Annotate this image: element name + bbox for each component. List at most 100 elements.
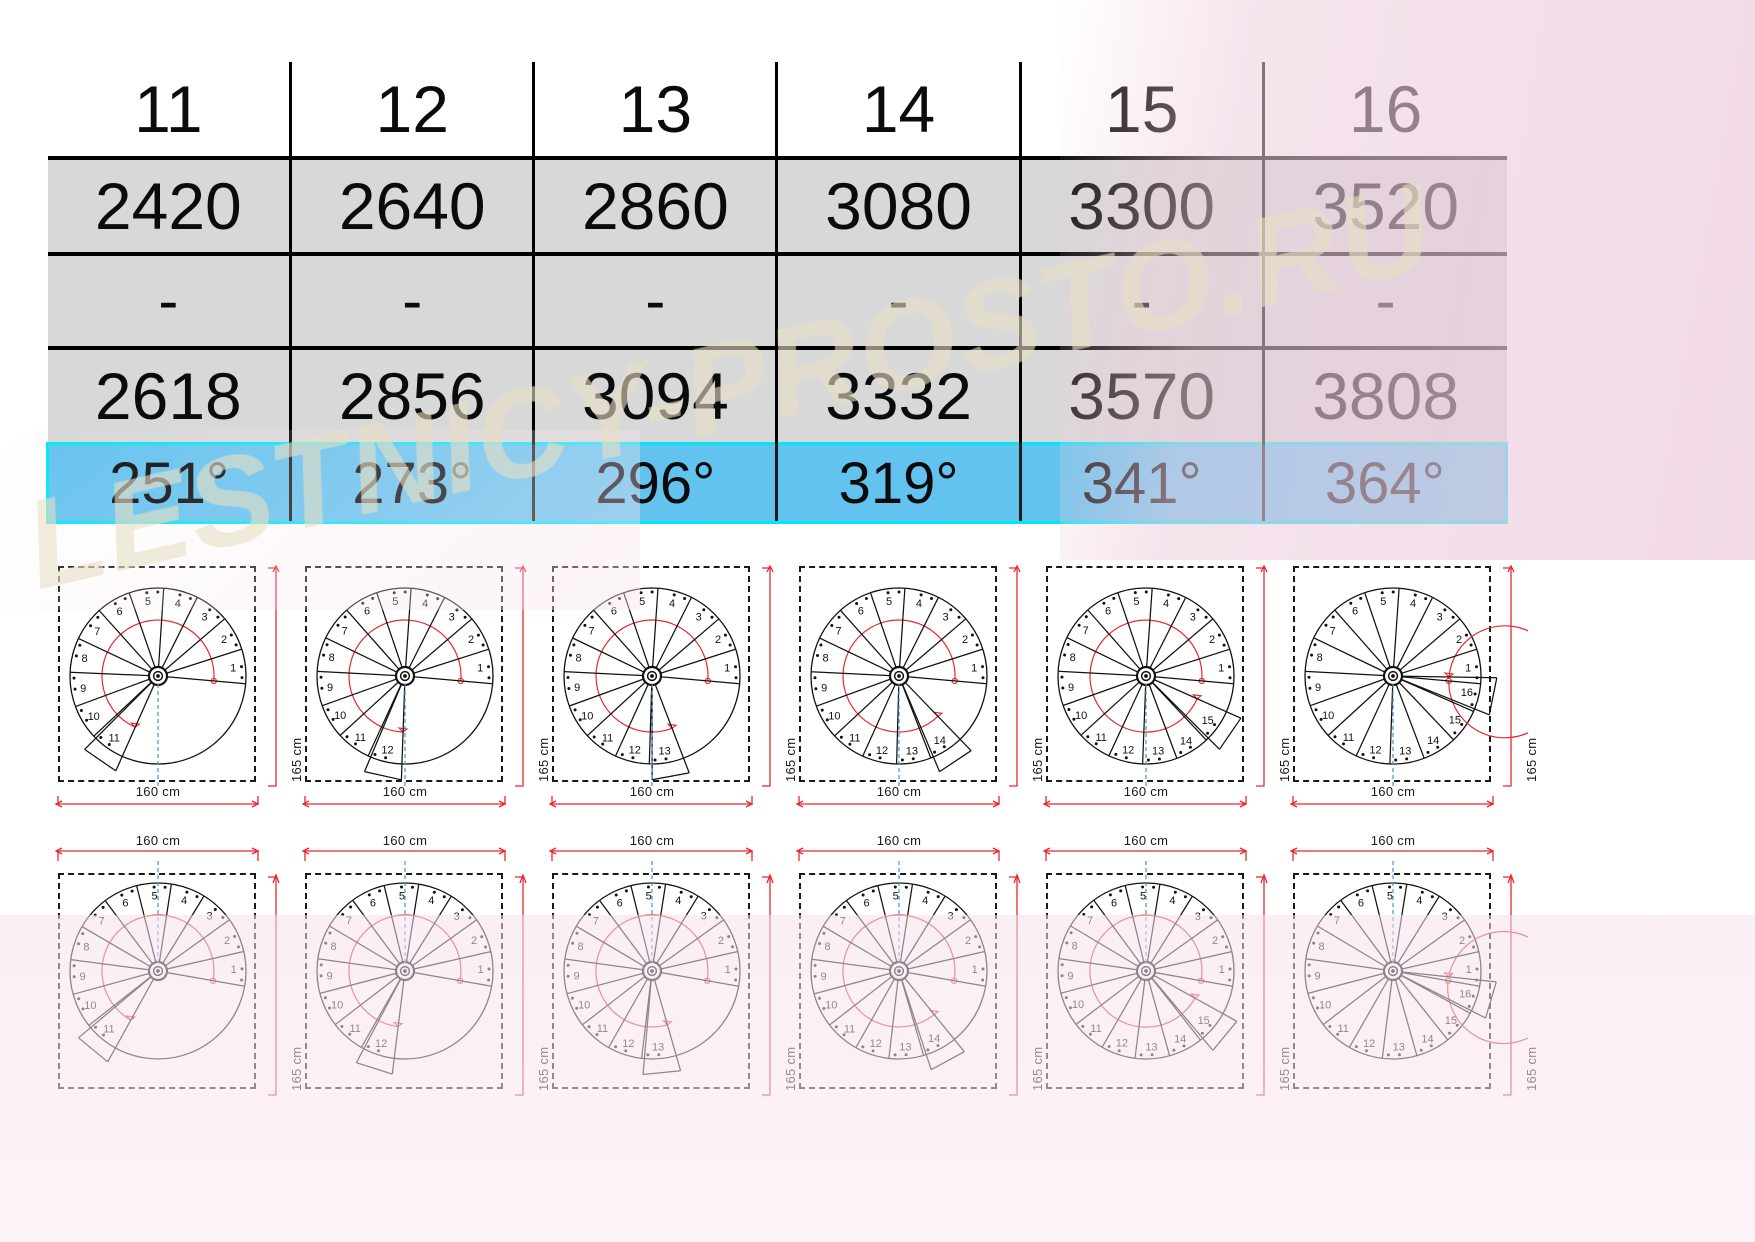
step-number-label: 7: [835, 626, 841, 638]
step-number-label: 5: [392, 596, 398, 608]
step-number-label: 1: [1219, 964, 1225, 976]
step-number-label: 9: [1068, 682, 1074, 694]
plan-14-steps-mirror[interactable]: 1 2 3 4 5 6 7 8 9 10 11 12 13 14 160 cm 165 cm: [787, 833, 1045, 1108]
step-number-label: 11: [103, 1024, 114, 1036]
step-number-label: 8: [1072, 941, 1078, 953]
cell-height-max-6: 3808: [1263, 346, 1507, 444]
step-number-label: 6: [364, 606, 370, 618]
step-number-label: 5: [893, 890, 899, 902]
plan-13-steps-mirror[interactable]: 1 2 3 4 5 6 7 8 9 10 11 12 13 160 cm 165 cm: [540, 833, 798, 1108]
step-number-label: 14: [1180, 735, 1192, 747]
step-number-label: 1: [1465, 663, 1471, 675]
step-number-label: 1: [1218, 663, 1224, 675]
step-number-label: 8: [83, 942, 89, 954]
cell-separator-2: -: [290, 252, 536, 348]
step-number-label: 4: [675, 895, 681, 907]
step-number-label: 2: [224, 935, 230, 947]
plan-11-steps-mirror[interactable]: 1 2 3 4 5 6 7 8 9 10 11 160 cm 165 cm: [46, 833, 304, 1108]
step-number-label: 4: [175, 598, 181, 610]
plan-15-steps[interactable]: 1 2 3 4 5 6 7 8 9 10 11 12 13 14 15 160 cm 165 cm: [1034, 556, 1292, 821]
step-number-label: 6: [1352, 606, 1358, 618]
step-number-label: 5: [1387, 890, 1393, 902]
step-number-label: 13: [1399, 746, 1411, 758]
step-number-label: 10: [88, 711, 100, 723]
step-number-label: 6: [617, 898, 623, 910]
width-dimension-label: 160 cm: [876, 833, 922, 848]
step-number-label: 1: [972, 964, 978, 976]
step-number-label: 1: [971, 663, 977, 675]
step-number-label: 11: [1337, 1023, 1348, 1035]
staircase-parameter-table: 11 12 13 14 15 16 2420 2640 2860 3080 33…: [45, 62, 1509, 524]
step-number-label: 7: [593, 915, 599, 927]
cell-separator-4: -: [776, 252, 1022, 348]
width-dimension-label: 160 cm: [1123, 784, 1169, 799]
step-number-label: 12: [629, 745, 641, 757]
width-dimension-label: 160 cm: [382, 784, 428, 799]
step-number-label: 2: [1459, 935, 1465, 947]
step-number-label: 9: [80, 683, 86, 695]
step-number-label: 3: [943, 611, 949, 623]
cell-separator-6: -: [1263, 252, 1507, 348]
step-number-label: 9: [573, 971, 579, 983]
width-dimension-label: 160 cm: [135, 833, 181, 848]
step-number-label: 9: [1315, 682, 1321, 694]
step-number-label: 10: [825, 1000, 837, 1012]
step-number-label: 5: [1380, 596, 1386, 608]
width-dimension-label: 160 cm: [1370, 833, 1416, 848]
cell-rotation-angle-1: 251°: [45, 442, 293, 524]
step-number-label: 14: [1421, 1033, 1433, 1045]
plan-12-steps[interactable]: 1 2 3 4 5 6 7 8 9 10 11 12 160 cm 165 cm: [293, 556, 551, 821]
width-dimension-label: 160 cm: [1370, 784, 1416, 799]
step-number-label: 14: [928, 1033, 940, 1045]
step-number-label: 2: [468, 634, 474, 646]
cell-height-min-4: 3080: [776, 156, 1022, 254]
step-number-label: 14: [934, 735, 946, 747]
step-number-label: 12: [870, 1038, 882, 1050]
step-number-label: 10: [1075, 710, 1087, 722]
step-number-label: 8: [1070, 652, 1076, 664]
step-number-label: 13: [658, 746, 670, 758]
step-number-label: 11: [849, 732, 860, 744]
step-number-label: 5: [1133, 596, 1139, 608]
step-number-label: 6: [117, 606, 123, 618]
step-number-label: 1: [725, 964, 731, 976]
step-number-label: 9: [1314, 971, 1320, 983]
step-number-label: 7: [840, 916, 846, 928]
step-number-label: 6: [122, 898, 128, 910]
step-number-label: 9: [574, 682, 580, 694]
plan-14-steps[interactable]: 1 2 3 4 5 6 7 8 9 10 11 12 13 14 160 cm 165 cm: [787, 556, 1045, 821]
plan-15-steps-mirror[interactable]: 1 2 3 4 5 6 7 8 9 10 11 12 13 14 15 160 cm 165 cm: [1034, 833, 1292, 1108]
plan-11-steps[interactable]: 1 2 3 4 5 6 7 8 9 10 11 160 cm 165 cm: [46, 556, 304, 821]
step-number-label: 2: [718, 935, 724, 947]
step-number-label: 10: [1072, 999, 1084, 1011]
cell-step-count-6: 16: [1263, 62, 1507, 158]
step-number-label: 3: [449, 612, 455, 624]
step-number-label: 14: [1174, 1034, 1186, 1046]
plan-12-steps-mirror[interactable]: 1 2 3 4 5 6 7 8 9 10 11 12 160 cm 165 cm: [293, 833, 551, 1108]
cell-height-max-1: 2618: [47, 346, 293, 444]
plan-13-steps[interactable]: 1 2 3 4 5 6 7 8 9 10 11 12 13 160 cm 165 cm: [540, 556, 798, 821]
step-number-label: 12: [375, 1038, 387, 1050]
step-number-label: 4: [428, 895, 434, 907]
plan-bounding-frame: [1046, 566, 1244, 782]
step-number-label: 15: [1198, 1015, 1210, 1027]
plan-16-steps-mirror[interactable]: 1 2 3 4 5 6 7 8 9 10 11 12 13 14 15 16 160 cm 165 cm: [1281, 833, 1539, 1108]
step-number-label: 11: [1343, 732, 1354, 744]
step-number-label: 9: [327, 682, 333, 694]
step-number-label: 2: [1209, 634, 1215, 646]
step-number-label: 9: [326, 971, 332, 983]
width-dimension-label: 160 cm: [135, 784, 181, 799]
calc-table: 11 12 13 14 15 16 2420 2640 2860 3080 33…: [45, 62, 1509, 524]
plan-16-steps[interactable]: 1 2 3 4 5 6 7 8 9 10 11 12 13 14 15 16 160 cm 165 cm: [1281, 556, 1539, 821]
step-number-label: 8: [329, 652, 335, 664]
step-number-label: 11: [349, 1023, 360, 1035]
step-number-label: 8: [1317, 652, 1323, 664]
plan-row-top: 1 2 3 4 5 6 7 8 9 10 11 160 cm 165 cm 1 2 3 4 5 6 7 8 9 10 11 12…: [0, 556, 1755, 821]
cell-height-min-6: 3520: [1263, 156, 1507, 254]
step-number-label: 13: [1152, 746, 1164, 758]
plan-bounding-frame: [799, 566, 997, 782]
step-number-label: 3: [454, 911, 460, 923]
